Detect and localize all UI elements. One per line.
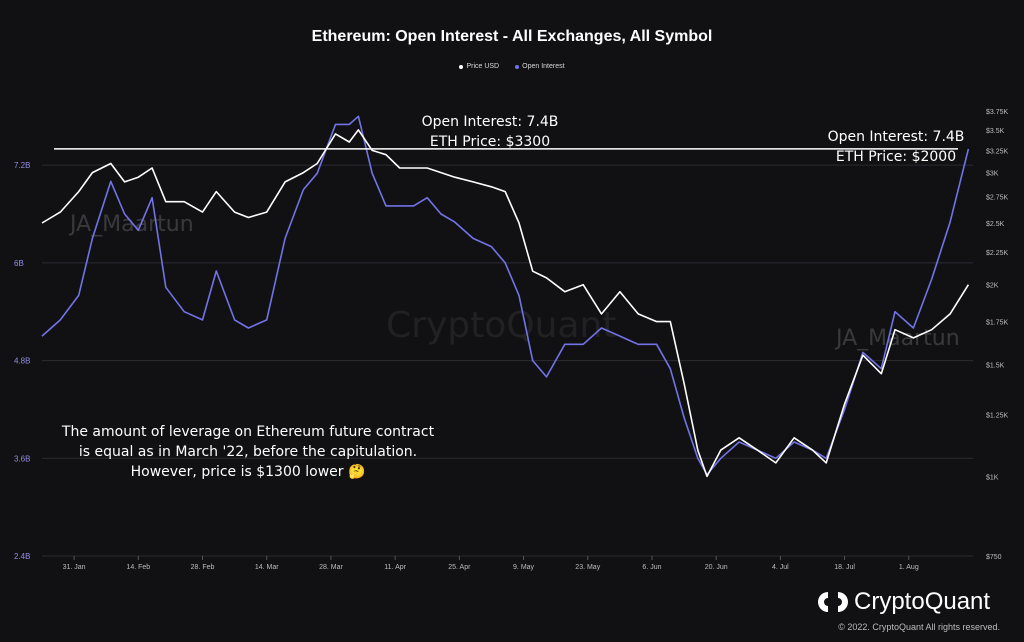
right-axis-tick-label: $2.5K [986,221,1005,228]
x-axis-tick-label: 1. Aug [899,564,919,571]
x-axis-tick-label: 28. Feb [191,564,215,571]
annotation-august: Open Interest: 7.4B ETH Price: $2000 [806,127,986,167]
brand-watermark: CryptoQuant [386,305,617,346]
right-axis-tick-label: $1.25K [986,413,1009,420]
chart-title: Ethereum: Open Interest - All Exchanges,… [311,28,713,45]
right-axis-tick-label: $1.5K [986,362,1005,369]
x-axis-tick-label: 14. Feb [126,564,150,571]
left-axis-tick-label: 3.6B [14,454,30,463]
right-axis-tick-label: $1K [986,474,999,481]
legend-dot-price [459,64,464,69]
series-line-open-interest [41,115,970,476]
x-axis-tick-label: 6. Jun [642,564,661,571]
left-axis-tick-label: 4.8B [14,357,30,366]
x-axis-tick-label: 11. Apr [384,564,406,571]
copyright: © 2022. CryptoQuant All rights reserved. [838,622,1000,632]
author-watermark: JA_Maartun [70,212,194,237]
right-axis-tick-label: $3.75K [986,109,1009,116]
x-axis-tick-label: 4. Jul [772,564,789,571]
annotation-march-price: ETH Price: $3300 [429,134,551,150]
legend: Price USD Open Interest [0,63,1024,70]
annotation-march: Open Interest: 7.4B ETH Price: $3300 [390,112,590,152]
x-axis-tick-label: 25. Apr [448,564,471,571]
right-axis-tick-label: $3.25K [986,148,1009,155]
x-axis-ticks: 31. Jan 14. Feb 28. Feb 14. Mar 28. Mar 11. A… [63,556,919,571]
right-axis-ticks: $750 $1K $1.25K $1.5K $1.75K $2K $2.25K $2.5K $2… [986,109,1009,561]
legend-dot-open-interest [515,64,520,69]
right-axis-tick-label: $750 [986,554,1002,561]
x-axis-tick-label: 20. Jun [705,564,728,571]
x-axis-tick-label: 31. Jan [63,564,86,571]
right-axis-tick-label: $2.25K [986,250,1009,257]
left-axis-ticks: 2.4B 3.6B 4.8B 6B 7.2B [14,161,30,561]
legend-label-price: Price USD [466,63,500,70]
annotation-august-oi: Open Interest: 7.4B [827,129,965,145]
left-axis-tick-label: 7.2B [14,161,30,170]
legend-item-price[interactable]: Price USD [459,63,499,70]
legend-item-open-interest[interactable]: Open Interest [515,63,565,70]
right-axis-tick-label: $3K [986,171,999,178]
legend-label-open-interest: Open Interest [522,63,565,70]
annotation-august-price: ETH Price: $2000 [835,149,957,165]
annotation-march-oi: Open Interest: 7.4B [421,114,559,130]
right-axis-tick-label: $3.5K [986,128,1005,135]
x-axis-tick-label: 14. Mar [255,564,279,571]
right-axis-tick-label: $1.75K [986,320,1009,327]
gridlines [42,164,973,557]
x-axis-tick-label: 23. May [575,564,600,571]
x-axis-tick-label: 18. Jul [834,564,855,571]
series-lines [41,115,970,478]
brand-name: CryptoQuant [854,588,991,615]
right-axis-tick-label: $2.75K [986,195,1009,202]
x-axis-tick-label: 28. Mar [319,564,343,571]
left-axis-tick-label: 6B [14,259,24,268]
left-axis-tick-label: 2.4B [14,552,30,561]
brand-logo[interactable]: CryptoQuant [818,588,990,616]
commentary-note: The amount of leverage on Ethereum futur… [61,424,435,480]
series-line-price [41,129,970,478]
cryptoquant-logo-icon [818,592,848,612]
right-axis-tick-label: $2K [986,283,999,290]
x-axis-tick-label: 9. May [513,564,535,571]
